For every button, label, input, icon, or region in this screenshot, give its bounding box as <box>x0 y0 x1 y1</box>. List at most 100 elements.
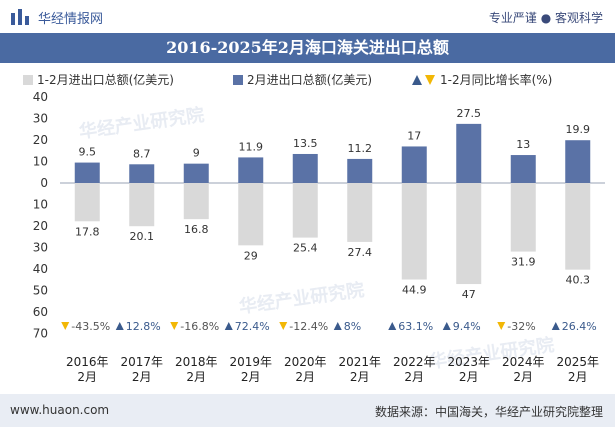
legend-swatch-total <box>23 75 33 85</box>
growth-up-triangle-icon <box>224 322 233 330</box>
legend-up-triangle-icon <box>412 75 422 85</box>
bar-total <box>183 183 209 220</box>
x-category-year: 2016年 <box>66 355 109 369</box>
bar-total <box>129 183 155 227</box>
legend-label-feb: 2月进出口总额(亿美元) <box>247 72 372 87</box>
bar-total-label: 17.8 <box>75 225 100 238</box>
growth-rate-label: -12.4% <box>289 320 328 333</box>
growth-down-triangle-icon <box>61 322 70 330</box>
growth-up-triangle-icon <box>388 322 397 330</box>
data-source: 数据来源：中国海关，华经产业研究院整理 <box>374 405 603 419</box>
growth-rate-label: 72.4% <box>235 320 270 333</box>
bar-total <box>456 183 482 285</box>
x-category-month: 2月 <box>295 370 315 384</box>
logo-icon <box>11 9 29 25</box>
bar-total-label: 29 <box>244 249 258 262</box>
bar-feb <box>347 158 373 183</box>
bar-feb-label: 13.5 <box>293 137 318 150</box>
growth-rate-label: 12.8% <box>126 320 161 333</box>
x-category-year: 2022年 <box>393 355 436 369</box>
bar-feb <box>183 163 209 183</box>
x-category-year: 2017年 <box>120 355 163 369</box>
growth-rate-label: -43.5% <box>71 320 110 333</box>
bar-feb-label: 11.2 <box>348 142 373 155</box>
footer-site: www.huaon.com <box>10 403 110 417</box>
bar-total <box>292 183 318 238</box>
y-tick-label: 60 <box>33 305 48 319</box>
growth-rate-label: 63.1% <box>398 320 433 333</box>
bar-total-label: 27.4 <box>348 246 373 259</box>
growth-rate-label: 8% <box>344 320 361 333</box>
x-category-month: 2月 <box>350 370 370 384</box>
x-category-year: 2023年 <box>447 355 490 369</box>
x-category-month: 2月 <box>186 370 206 384</box>
x-category-month: 2月 <box>513 370 533 384</box>
bar-total <box>347 183 373 242</box>
growth-down-triangle-icon <box>497 322 506 330</box>
y-tick-label: 20 <box>33 133 48 147</box>
growth-up-triangle-icon <box>442 322 451 330</box>
x-category-month: 2月 <box>568 370 588 384</box>
watermark-0: 华经产业研究院 <box>78 104 206 143</box>
growth-rate-label: -32% <box>507 320 535 333</box>
bar-total-label: 44.9 <box>402 284 427 297</box>
x-category-month: 2月 <box>459 370 479 384</box>
x-category-month: 2月 <box>404 370 424 384</box>
x-category-year: 2024年 <box>502 355 545 369</box>
bar-feb-label: 11.9 <box>239 140 264 153</box>
chart-title: 2016-2025年2月海口海关进出口总额 <box>0 33 615 63</box>
y-tick-label: 30 <box>33 112 48 126</box>
bar-total-label: 16.8 <box>184 223 209 236</box>
x-category-year: 2021年 <box>338 355 381 369</box>
growth-up-triangle-icon <box>551 322 560 330</box>
x-category-month: 2月 <box>77 370 97 384</box>
bar-total-label: 20.1 <box>130 230 155 243</box>
bar-feb <box>74 162 100 183</box>
bar-feb-label: 9 <box>193 147 200 160</box>
x-category-year: 2025年 <box>556 355 599 369</box>
growth-rate-label: 26.4% <box>562 320 597 333</box>
top-bar: 华经情报网 专业严谨 ● 客观科学 <box>0 0 615 33</box>
legend-swatch-feb <box>233 75 243 85</box>
legend-down-triangle-icon <box>425 75 435 85</box>
y-tick-label: 0 <box>40 176 48 190</box>
bar-feb-label: 8.7 <box>133 147 151 160</box>
x-category-year: 2018年 <box>175 355 218 369</box>
y-tick-label: 30 <box>33 241 48 255</box>
x-category-year: 2019年 <box>229 355 272 369</box>
y-tick-label: 10 <box>33 155 48 169</box>
bar-feb <box>292 153 318 183</box>
x-category-month: 2月 <box>132 370 152 384</box>
bar-total <box>510 183 536 252</box>
bar-feb-label: 17 <box>407 129 421 142</box>
bar-feb <box>129 164 155 183</box>
bar-feb-label: 19.9 <box>566 123 591 136</box>
y-tick-label: 50 <box>33 284 48 298</box>
x-category-month: 2月 <box>241 370 261 384</box>
tagline: 专业严谨 ● 客观科学 <box>488 11 603 25</box>
bar-total <box>238 183 264 246</box>
y-tick-label: 20 <box>33 219 48 233</box>
y-tick-label: 40 <box>33 90 48 104</box>
x-category-year: 2020年 <box>284 355 327 369</box>
bar-feb <box>510 155 536 183</box>
y-tick-label: 40 <box>33 262 48 276</box>
y-tick-label: 10 <box>33 198 48 212</box>
footer: www.huaon.com 数据来源：中国海关，华经产业研究院整理 <box>0 394 615 427</box>
bar-total <box>565 183 591 270</box>
growth-rate-label: -16.8% <box>180 320 219 333</box>
growth-up-triangle-icon <box>333 322 342 330</box>
bar-feb-label: 13 <box>516 138 530 151</box>
legend-label-total: 1-2月进出口总额(亿美元) <box>37 72 174 87</box>
bar-total-label: 25.4 <box>293 242 318 255</box>
bar-total-label: 31.9 <box>511 256 536 269</box>
bar-total-label: 40.3 <box>566 274 591 287</box>
bar-total <box>74 183 100 222</box>
bar-total <box>401 183 427 280</box>
bar-feb <box>401 146 427 183</box>
brand-name: 华经情报网 <box>38 12 104 27</box>
bar-feb <box>238 157 264 183</box>
growth-down-triangle-icon <box>170 322 179 330</box>
y-tick-label: 70 <box>33 327 48 341</box>
